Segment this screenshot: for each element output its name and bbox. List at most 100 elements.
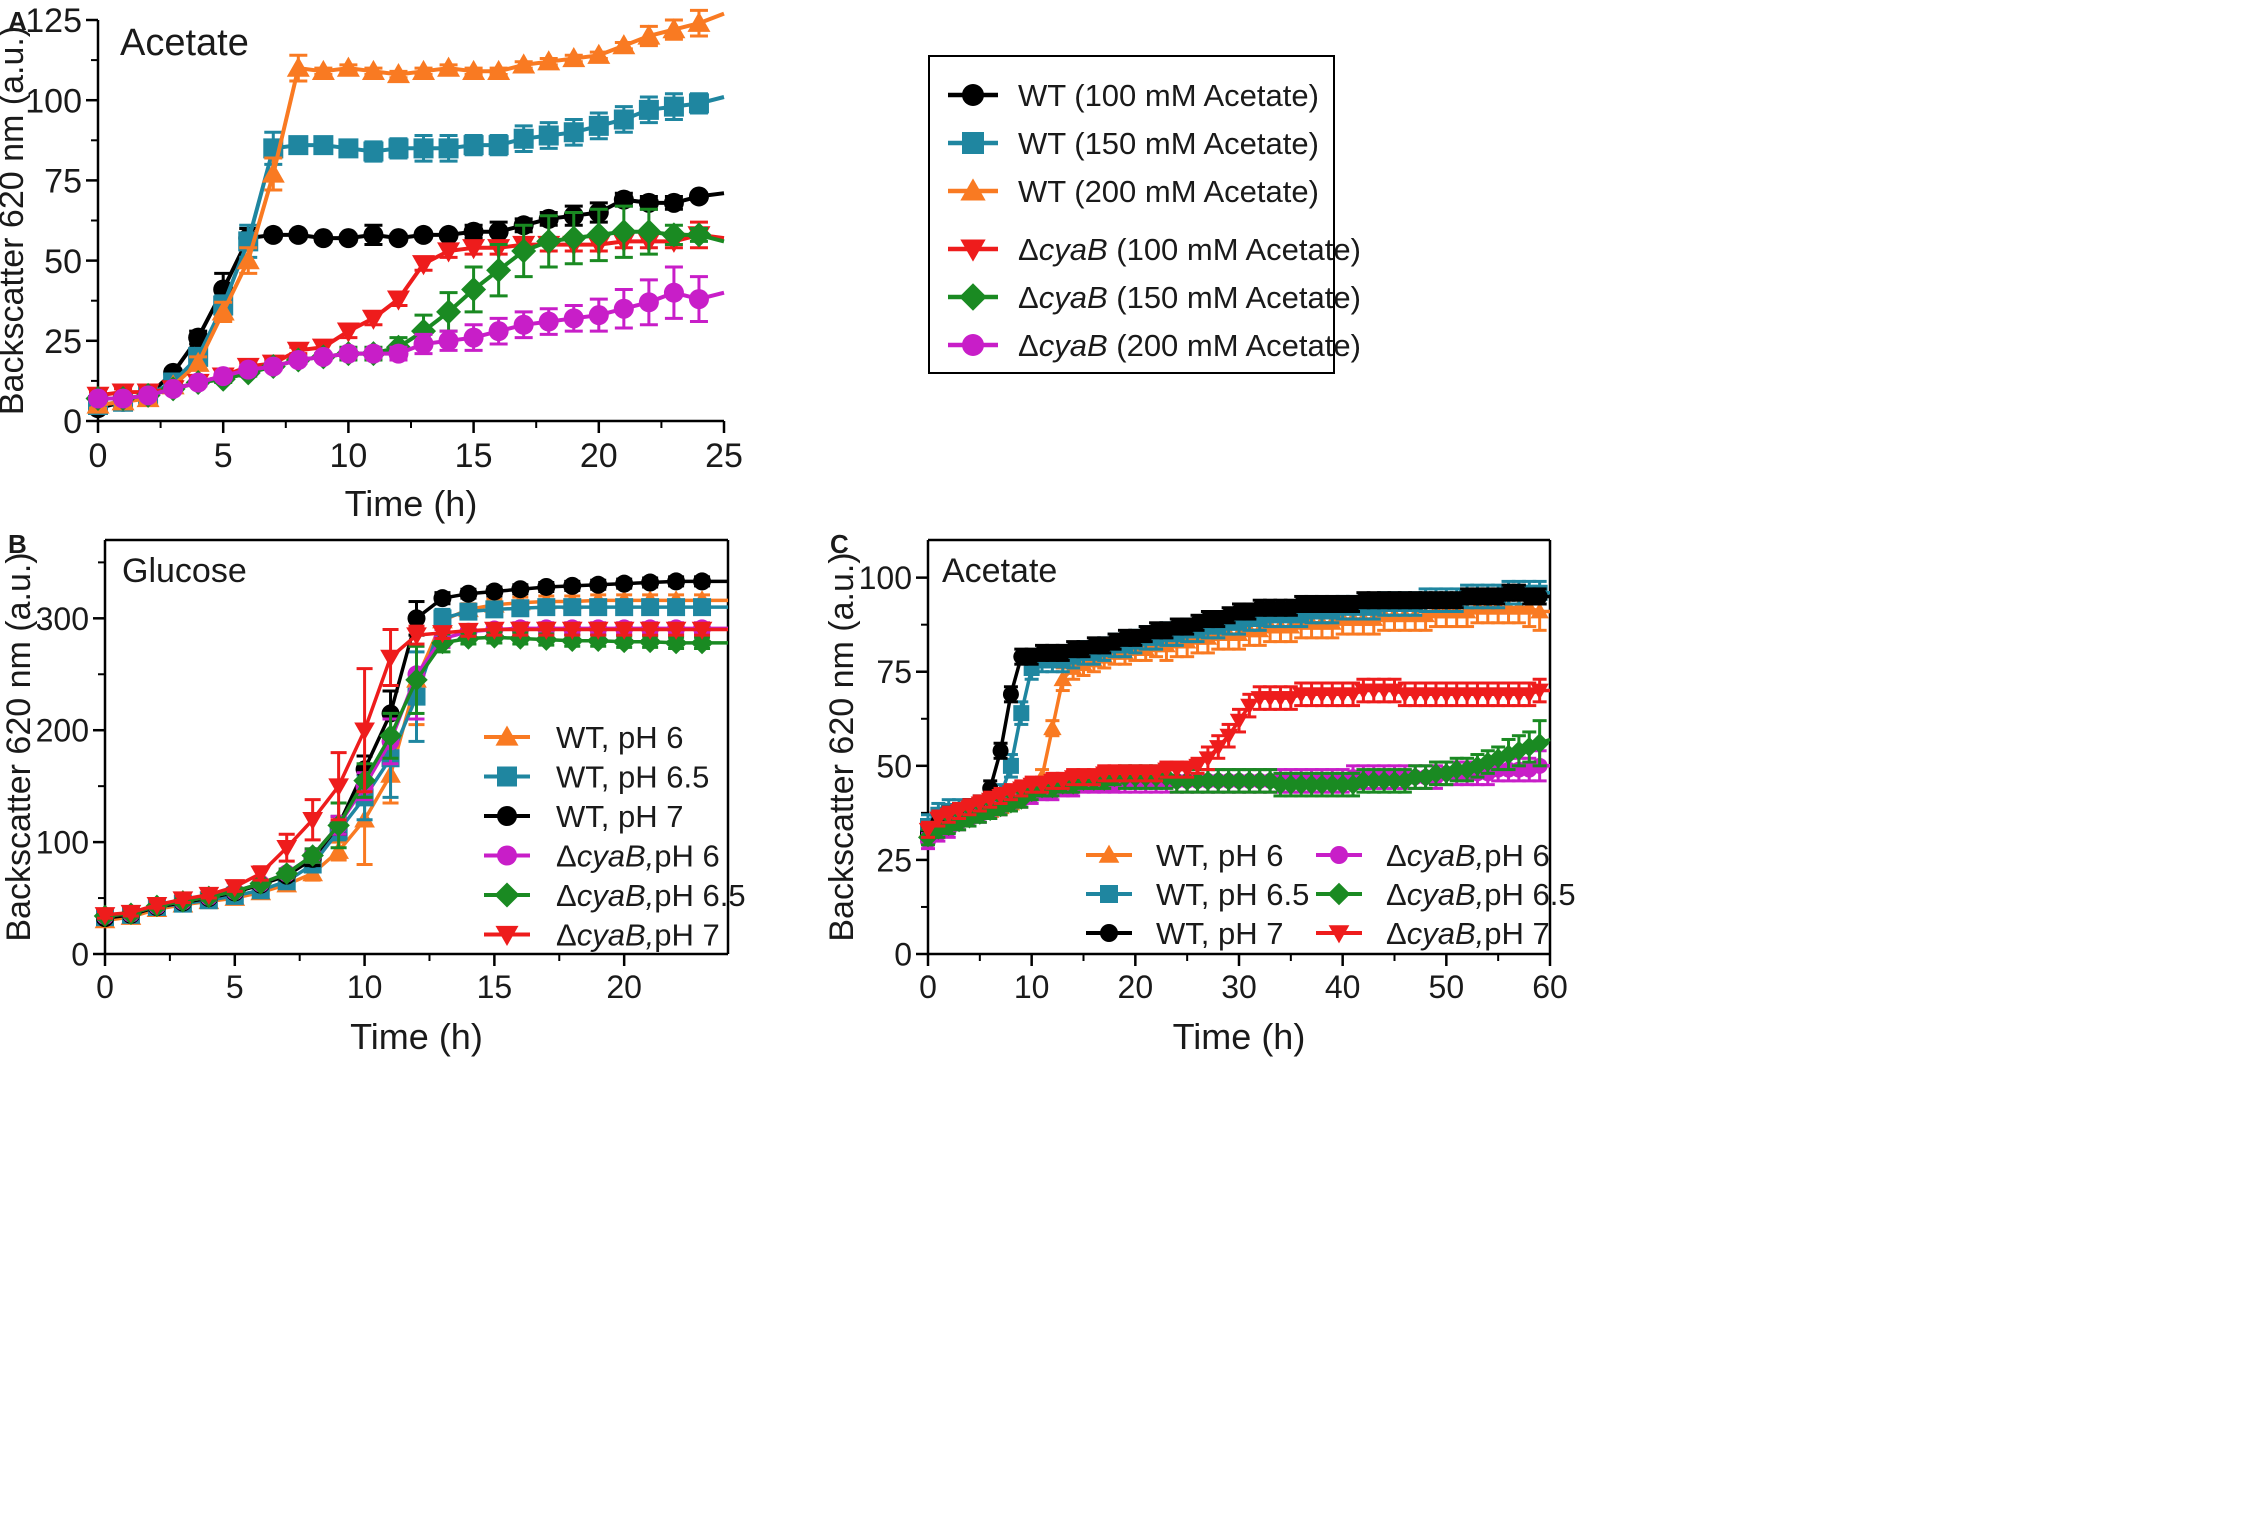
legend-label-suffix: pH 6.5 bbox=[654, 878, 745, 913]
data-point bbox=[338, 343, 359, 364]
legend-marker bbox=[494, 882, 520, 908]
data-point bbox=[587, 43, 611, 64]
data-point bbox=[288, 350, 309, 371]
data-point bbox=[688, 93, 709, 114]
data-point bbox=[311, 59, 335, 80]
data-point bbox=[641, 598, 660, 617]
data-point bbox=[663, 96, 684, 117]
series-1 bbox=[88, 92, 725, 415]
legend-label: WT, pH 6 bbox=[556, 720, 683, 755]
data-point bbox=[613, 298, 634, 319]
data-point bbox=[459, 602, 478, 621]
data-point bbox=[641, 573, 660, 592]
legend-label-suffix: WT, pH 6 bbox=[1156, 838, 1283, 873]
x-tick-label: 15 bbox=[477, 969, 513, 1005]
data-point bbox=[1270, 774, 1291, 795]
legend-item: ΔcyaB,pH 6 bbox=[484, 839, 720, 874]
data-point bbox=[462, 239, 486, 260]
data-point bbox=[250, 865, 272, 884]
y-tick-label: 100 bbox=[36, 825, 89, 861]
legend-label-suffix: pH 6 bbox=[654, 839, 719, 874]
x-tick-label: 30 bbox=[1221, 969, 1257, 1005]
legend-item: ΔcyaB,pH 6 bbox=[1316, 838, 1550, 873]
legend-label: ΔcyaB,pH 7 bbox=[1386, 916, 1550, 951]
legend-marker bbox=[962, 334, 984, 356]
data-point bbox=[211, 300, 235, 321]
x-tick-label: 10 bbox=[347, 969, 383, 1005]
legend-label: ΔcyaB (200 mM Acetate) bbox=[1018, 328, 1361, 363]
legend-item: WT, pH 6.5 bbox=[1086, 877, 1309, 912]
data-point bbox=[589, 598, 608, 617]
legend-item: WT, pH 7 bbox=[484, 799, 683, 834]
data-point bbox=[338, 228, 359, 249]
legend-item: WT, pH 6 bbox=[484, 720, 683, 755]
data-point bbox=[1002, 686, 1019, 703]
data-point bbox=[588, 115, 609, 136]
data-point bbox=[361, 309, 385, 330]
data-point bbox=[587, 621, 609, 640]
data-point bbox=[413, 224, 434, 245]
x-tick-label: 20 bbox=[1118, 969, 1154, 1005]
data-point bbox=[405, 668, 428, 692]
legend-label-italic: cyaB bbox=[1039, 232, 1108, 267]
data-point bbox=[406, 627, 427, 646]
data-point bbox=[438, 330, 459, 351]
data-point bbox=[561, 225, 587, 251]
legend-marker bbox=[1100, 885, 1118, 903]
data-point bbox=[612, 34, 636, 55]
legend-label: ΔcyaB,pH 6.5 bbox=[556, 878, 746, 913]
data-point bbox=[1229, 713, 1249, 730]
data-point bbox=[463, 327, 484, 348]
data-point bbox=[1281, 691, 1301, 708]
data-point bbox=[198, 886, 220, 906]
data-point bbox=[413, 334, 434, 355]
y-tick-label: 0 bbox=[894, 937, 912, 973]
legend-item: ΔcyaB,pH 7 bbox=[1316, 916, 1550, 951]
data-point bbox=[438, 138, 459, 159]
y-tick-label: 100 bbox=[859, 560, 912, 596]
legend-marker bbox=[497, 766, 517, 787]
data-point bbox=[286, 56, 310, 77]
y-tick-label: 75 bbox=[44, 163, 82, 201]
data-point bbox=[1531, 588, 1548, 605]
data-point bbox=[288, 135, 309, 156]
legend-marker bbox=[962, 84, 984, 106]
data-point bbox=[939, 807, 958, 824]
data-point bbox=[463, 221, 484, 242]
legend-label-italic: cyaB, bbox=[577, 839, 655, 874]
legend-label: ΔcyaB,pH 6.5 bbox=[1386, 877, 1576, 912]
legend-label-italic: cyaB bbox=[1039, 328, 1108, 363]
data-point bbox=[302, 811, 324, 831]
data-point bbox=[509, 621, 531, 640]
data-point bbox=[536, 228, 562, 254]
data-point bbox=[1353, 770, 1374, 791]
x-tick-label: 5 bbox=[226, 969, 244, 1005]
data-point bbox=[1240, 698, 1259, 715]
legend-marker bbox=[962, 132, 984, 154]
data-point bbox=[485, 600, 504, 619]
data-point bbox=[538, 311, 559, 332]
legend-label-suffix: pH 6.5 bbox=[1484, 877, 1575, 912]
x-tick-label: 15 bbox=[455, 437, 493, 475]
data-point bbox=[361, 59, 385, 80]
data-point bbox=[336, 56, 360, 77]
legend-box bbox=[928, 55, 1335, 374]
legend-label: WT, pH 6.5 bbox=[556, 760, 709, 795]
data-point bbox=[1425, 763, 1446, 784]
data-point bbox=[513, 128, 534, 149]
inset-label: Acetate bbox=[120, 22, 249, 64]
panel-label: A bbox=[8, 6, 27, 36]
data-point bbox=[275, 862, 298, 885]
data-point bbox=[1332, 774, 1353, 795]
y-axis-label: Backscatter 620 nm (a.u.) bbox=[0, 26, 31, 415]
data-point bbox=[407, 609, 426, 628]
data-point bbox=[535, 621, 557, 640]
data-point bbox=[992, 742, 1009, 759]
data-point bbox=[960, 800, 979, 817]
legend-label-prefix: Δ bbox=[1018, 280, 1039, 315]
legend-label-suffix: (200 mM Acetate) bbox=[1108, 328, 1361, 363]
chart-panel-c: C 0 25 50 75 100 0 10 20 30 40 50 60 Time (h) Backscat… bbox=[823, 529, 1576, 1057]
data-point bbox=[638, 292, 659, 313]
data-point bbox=[363, 224, 384, 245]
